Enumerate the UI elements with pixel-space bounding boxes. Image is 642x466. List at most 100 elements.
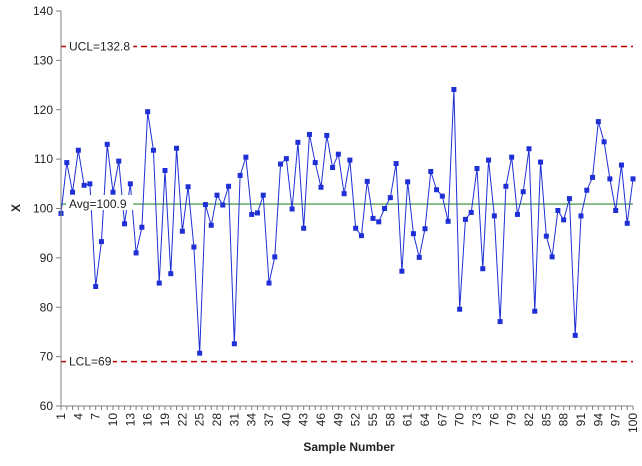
data-point xyxy=(428,168,434,174)
data-point xyxy=(341,191,347,197)
x-tick-label: 52 xyxy=(349,413,363,427)
data-point xyxy=(104,141,110,147)
data-point xyxy=(353,225,359,231)
reference-label-2: LCL=69 xyxy=(69,355,112,369)
x-tick-label: 10 xyxy=(106,413,120,427)
data-point xyxy=(139,224,145,230)
x-tick-label: 58 xyxy=(383,413,397,427)
data-point xyxy=(491,213,497,219)
data-point xyxy=(347,157,353,163)
data-point xyxy=(145,109,151,115)
data-point xyxy=(630,176,636,182)
data-point xyxy=(480,266,486,272)
reference-label-0: UCL=132.8 xyxy=(69,40,130,54)
x-tick-label: 49 xyxy=(331,413,345,427)
data-point xyxy=(613,207,619,213)
x-tick-label: 25 xyxy=(193,413,207,427)
data-point xyxy=(514,211,520,217)
x-tick-label: 73 xyxy=(470,413,484,427)
axes: 60 70 80 90 100 110 120 130 140 1 4 7 10 13 16 19 22 25 28… xyxy=(33,4,640,433)
x-tick-label: 28 xyxy=(210,413,224,427)
data-point xyxy=(538,159,544,165)
x-tick-label: 85 xyxy=(539,413,553,427)
data-point xyxy=(93,284,99,290)
reference-labels: UCL=132.8 Avg=100.9 LCL=69 xyxy=(66,37,134,369)
data-point xyxy=(133,250,139,256)
x-tick-label: 31 xyxy=(227,413,241,427)
x-tick-label: 91 xyxy=(574,413,588,427)
data-point xyxy=(87,181,93,187)
data-point xyxy=(370,215,376,221)
y-tick-label: 140 xyxy=(33,4,53,18)
data-point xyxy=(260,192,266,198)
data-point xyxy=(283,156,289,162)
data-point xyxy=(451,87,457,93)
data-point xyxy=(497,319,503,325)
data-point xyxy=(486,157,492,163)
data-point xyxy=(607,176,613,182)
reference-label-bg xyxy=(66,352,113,368)
data-point xyxy=(358,233,364,239)
data-point xyxy=(566,196,572,202)
x-tick-label: 46 xyxy=(314,413,328,427)
data-point xyxy=(174,145,180,151)
data-point xyxy=(410,231,416,237)
x-tick-label: 22 xyxy=(175,413,189,427)
data-point xyxy=(98,239,104,245)
x-tick-label: 7 xyxy=(89,413,103,420)
data-point xyxy=(474,166,480,172)
data-point xyxy=(393,161,399,167)
data-point xyxy=(254,210,260,216)
x-tick-label: 76 xyxy=(487,413,501,427)
data-point xyxy=(618,162,624,168)
data-point xyxy=(156,280,162,286)
x-tick-label: 100 xyxy=(626,413,640,433)
data-point xyxy=(324,132,330,138)
data-point xyxy=(561,217,567,223)
data-point xyxy=(289,206,295,212)
data-point xyxy=(226,183,232,189)
data-point xyxy=(122,221,128,227)
x-tick-label: 4 xyxy=(71,413,85,420)
reference-lines xyxy=(61,45,633,363)
x-tick-label: 61 xyxy=(401,413,415,427)
data-point xyxy=(278,161,284,167)
reference-label-1: Avg=100.9 xyxy=(69,197,127,211)
data-point xyxy=(197,350,203,356)
data-point xyxy=(578,213,584,219)
data-point xyxy=(601,139,607,145)
data-point xyxy=(457,306,463,312)
data-point xyxy=(445,218,451,224)
data-point xyxy=(387,195,393,201)
data-point xyxy=(81,182,87,188)
x-tick-label: 70 xyxy=(453,413,467,427)
x-tick-label: 94 xyxy=(591,413,605,427)
data-point xyxy=(509,154,515,160)
y-tick-label: 90 xyxy=(40,251,54,265)
data-point xyxy=(335,151,341,157)
data-point xyxy=(503,183,509,189)
data-point xyxy=(468,209,474,215)
x-tick-label: 97 xyxy=(609,413,623,427)
series-layer xyxy=(58,87,636,356)
y-tick-label: 130 xyxy=(33,53,53,67)
data-point xyxy=(624,220,630,226)
x-axis-title: Sample Number xyxy=(303,440,395,454)
data-point xyxy=(208,222,214,228)
data-point xyxy=(439,193,445,199)
data-point xyxy=(220,202,226,208)
y-tick-label: 80 xyxy=(40,300,54,314)
data-point xyxy=(70,189,76,195)
x-tick-label: 79 xyxy=(505,413,519,427)
data-point xyxy=(584,187,590,193)
data-point xyxy=(416,254,422,260)
y-tick-label: 120 xyxy=(33,103,53,117)
data-point xyxy=(306,131,312,137)
data-point xyxy=(520,189,526,195)
y-tick-label: 70 xyxy=(40,350,54,364)
data-point xyxy=(543,233,549,239)
data-point xyxy=(237,172,243,178)
data-point xyxy=(214,192,220,198)
data-point xyxy=(295,139,301,145)
data-point xyxy=(462,216,468,222)
